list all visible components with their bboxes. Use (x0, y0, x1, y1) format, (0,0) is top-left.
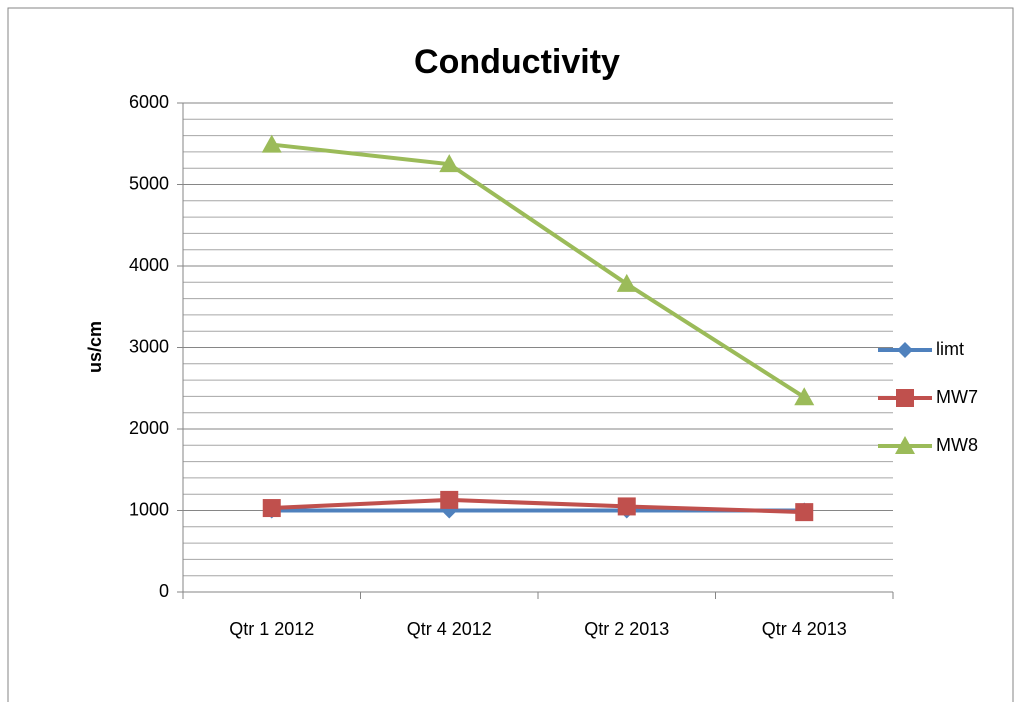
marker (896, 389, 914, 407)
y-tick-label: 2000 (129, 418, 169, 438)
x-tick-label: Qtr 2 2013 (584, 619, 669, 639)
y-tick-label: 1000 (129, 499, 169, 519)
marker (617, 497, 636, 516)
marker (795, 503, 814, 522)
legend-label: MW8 (936, 435, 978, 455)
y-tick-label: 4000 (129, 255, 169, 275)
y-tick-label: 5000 (129, 173, 169, 193)
marker (616, 273, 637, 292)
marker (261, 134, 282, 153)
x-tick-label: Qtr 4 2012 (407, 619, 492, 639)
marker (262, 499, 281, 518)
chart-title: Conductivity (414, 43, 620, 81)
x-tick-label: Qtr 1 2012 (229, 619, 314, 639)
series-line (271, 142, 806, 399)
marker (794, 387, 815, 406)
y-axis-label: us/cm (85, 321, 105, 373)
series-line (271, 497, 805, 515)
y-tick-label: 0 (159, 581, 169, 601)
x-tick-label: Qtr 4 2013 (762, 619, 847, 639)
y-tick-label: 3000 (129, 336, 169, 356)
legend-label: limt (936, 339, 964, 359)
legend-label: MW7 (936, 387, 978, 407)
chart-border (7, 7, 1014, 702)
marker (439, 154, 460, 173)
y-tick-label: 6000 (129, 92, 169, 112)
marker (895, 436, 915, 454)
marker (440, 490, 459, 509)
marker (897, 342, 913, 358)
